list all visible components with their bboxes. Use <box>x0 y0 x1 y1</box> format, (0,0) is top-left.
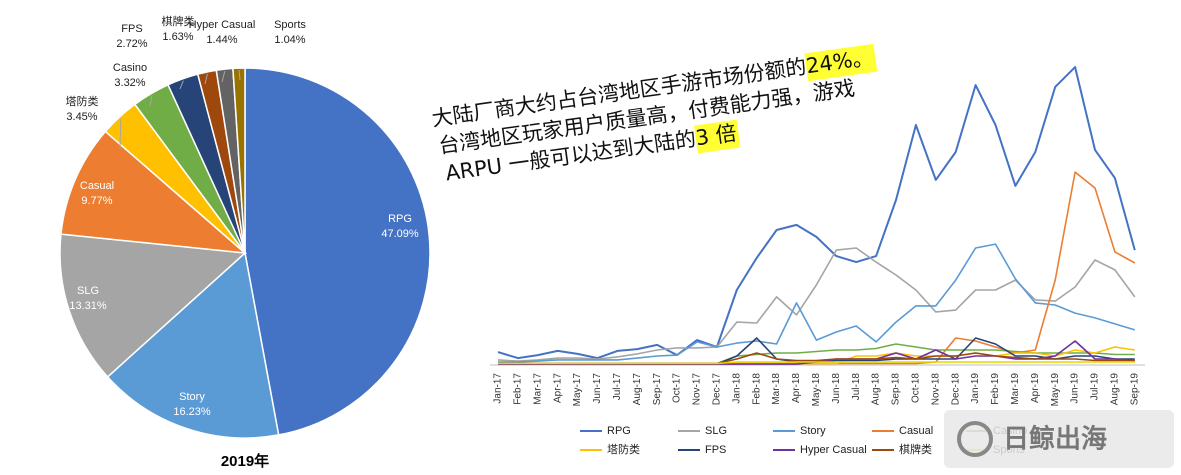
x-tick-label: Jan-18 <box>731 373 742 404</box>
leader-line <box>179 80 184 90</box>
x-tick-label: Mar-19 <box>1010 373 1021 405</box>
x-tick-label: Jan-19 <box>970 373 981 404</box>
slice-value: 1.44% <box>206 34 237 46</box>
x-tick-label: Sep-19 <box>1129 373 1140 406</box>
x-tick-label: Feb-19 <box>990 373 1001 405</box>
pie-slice <box>232 67 246 254</box>
slice-value: 1.04% <box>274 34 305 46</box>
x-tick-label: Aug-19 <box>1110 373 1121 406</box>
x-tick-label: Nov-17 <box>692 373 703 406</box>
legend-label: Hyper Casual <box>800 444 867 456</box>
slice-value: 47.09% <box>381 228 419 240</box>
x-tick-label: Jan-17 <box>493 373 504 404</box>
x-tick-label: Aug-18 <box>871 373 882 406</box>
watermark: 日鲸出海 <box>1003 424 1107 455</box>
legend-label: 塔防类 <box>607 442 640 456</box>
x-tick-label: May-19 <box>1050 373 1061 407</box>
slice-value: 13.31% <box>69 300 107 312</box>
slice-label: Hyper Casual <box>189 19 256 31</box>
leader-line <box>119 118 122 150</box>
x-tick-label: Sep-18 <box>891 373 902 406</box>
x-tick-label: Jun-17 <box>592 373 603 404</box>
x-tick-label: Apr-19 <box>1030 373 1041 403</box>
pie-slice <box>106 251 280 439</box>
series-line <box>498 243 1136 363</box>
slice-label: SLG <box>77 285 99 297</box>
annotation-highlight <box>693 119 741 154</box>
slice-label: Casino <box>113 62 147 74</box>
slice-value: 1.63% <box>162 31 193 43</box>
slice-value: 9.77% <box>81 195 112 207</box>
logo-icon <box>957 421 993 457</box>
legend-label: RPG <box>607 425 631 437</box>
slice-label: Casual <box>80 180 114 192</box>
legend-label: FPS <box>705 444 726 456</box>
logo-box <box>944 410 1174 468</box>
series-line <box>498 361 1135 365</box>
x-tick-label: Aug-17 <box>632 373 643 406</box>
annotation-highlight <box>804 43 878 82</box>
annotation-text: 3 倍 <box>694 121 738 150</box>
slice-label: 棋牌类 <box>162 14 195 28</box>
x-tick-label: Dec-17 <box>712 373 723 406</box>
leader-line <box>221 70 226 83</box>
pie-slice <box>244 67 431 436</box>
leader-line <box>204 73 208 85</box>
x-tick-label: Sep-17 <box>652 373 663 406</box>
x-tick-label: Mar-18 <box>771 373 782 405</box>
pie-slice <box>60 130 248 254</box>
slice-label: 塔防类 <box>66 94 99 108</box>
slice-label: Story <box>179 391 205 403</box>
x-tick-label: Dec-18 <box>950 373 961 406</box>
x-tick-label: May-18 <box>811 373 822 407</box>
slice-label: FPS <box>121 23 142 35</box>
slice-label: Sports <box>274 19 306 31</box>
slice-label: RPG <box>388 213 412 225</box>
x-tick-label: Apr-17 <box>552 373 563 403</box>
legend-label: Story <box>800 425 826 437</box>
x-tick-label: Feb-17 <box>513 373 524 405</box>
x-tick-label: Nov-18 <box>930 373 941 406</box>
series-line <box>497 247 1136 362</box>
x-tick-label: Oct-17 <box>672 373 683 403</box>
leader-line <box>149 95 153 107</box>
x-tick-label: Jul-18 <box>851 373 862 401</box>
x-tick-label: Jul-17 <box>612 373 623 401</box>
slice-value: 16.23% <box>173 406 211 418</box>
slice-value: 3.45% <box>66 111 97 123</box>
x-tick-label: May-17 <box>572 373 583 407</box>
x-tick-label: Feb-18 <box>751 373 762 405</box>
x-tick-label: Jun-19 <box>1070 373 1081 404</box>
legend-label: 棋牌类 <box>899 442 932 456</box>
legend-label: SLG <box>705 425 727 437</box>
series-line <box>497 66 1136 360</box>
legend-label: Casual <box>899 425 933 437</box>
x-tick-label: Apr-18 <box>791 373 802 403</box>
x-tick-label: Jun-18 <box>831 373 842 404</box>
pie-title: 2019年 <box>221 452 269 470</box>
slice-value: 3.32% <box>114 77 145 89</box>
pie-slice <box>59 233 247 378</box>
x-tick-label: Jul-19 <box>1090 373 1101 401</box>
leader-line <box>238 70 241 81</box>
x-tick-label: Oct-18 <box>911 373 922 403</box>
slice-value: 2.72% <box>116 38 147 50</box>
x-tick-label: Mar-17 <box>532 373 543 405</box>
